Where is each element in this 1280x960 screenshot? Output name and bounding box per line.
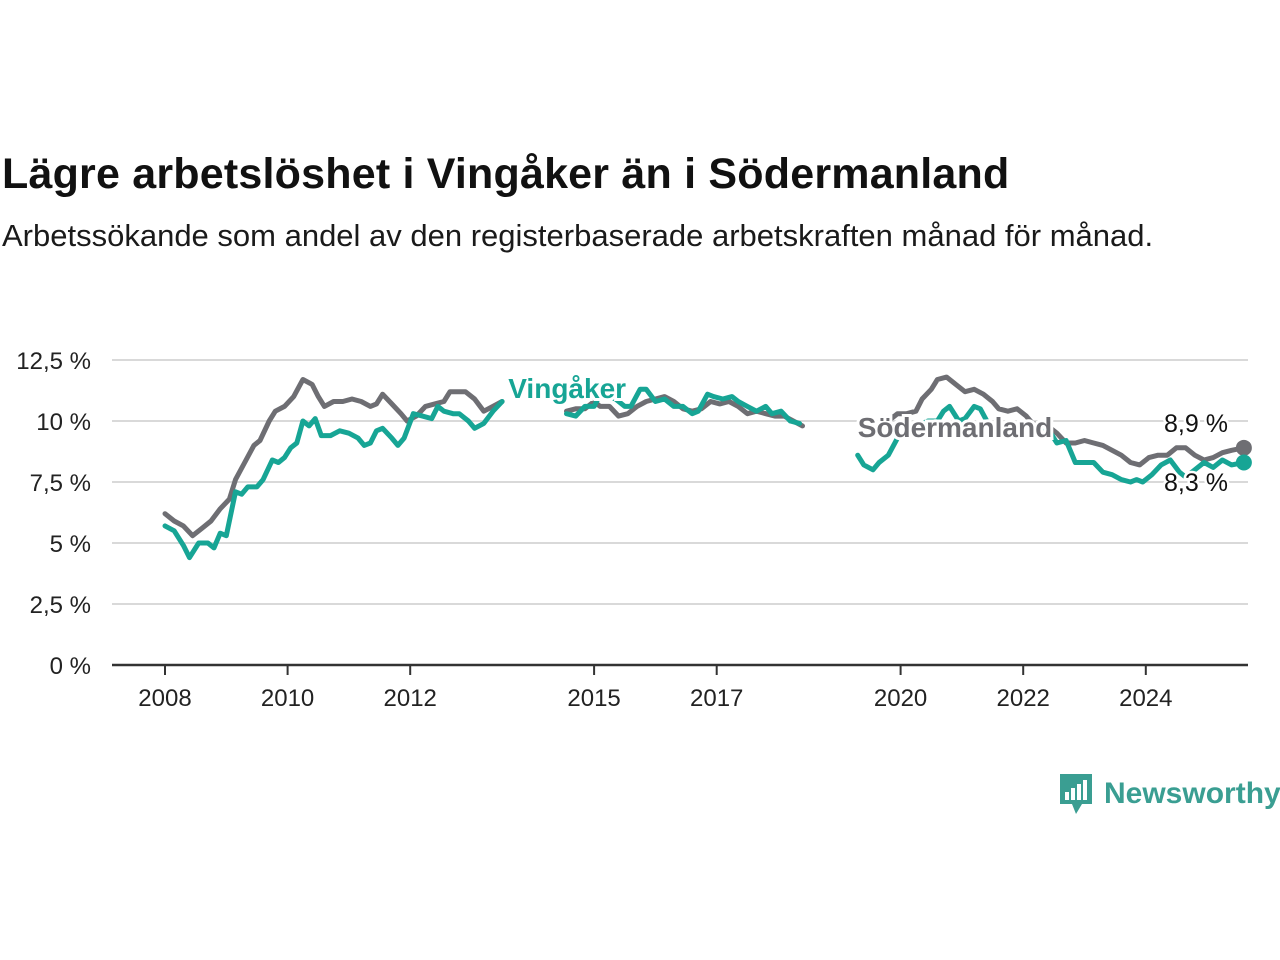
x-tick-label: 2012 <box>384 685 437 712</box>
newsworthy-logo: Newsworthy <box>1058 772 1280 816</box>
y-tick-label: 2,5 % <box>30 592 91 619</box>
chart-title: Lägre arbetslöshet i Vingåker än i Söder… <box>2 150 1010 198</box>
series-line-vingåker <box>162 386 1247 561</box>
series-end-dot-vingåker <box>1235 454 1252 471</box>
series-end-dot-södermanland <box>1235 439 1252 456</box>
x-tick-label: 2024 <box>1119 685 1172 712</box>
y-tick-label: 7,5 % <box>30 470 91 497</box>
y-tick-label: 5 % <box>50 531 91 558</box>
x-tick-label: 2020 <box>874 685 927 712</box>
y-tick-label: 12,5 % <box>16 348 91 375</box>
x-tick-label: 2017 <box>690 685 743 712</box>
y-tick-label: 10 % <box>36 409 91 436</box>
x-tick-label: 2022 <box>997 685 1050 712</box>
chart-subtitle: Arbetssökande som andel av den registerb… <box>2 218 1154 253</box>
end-value-label: 8,3 % <box>1164 469 1228 497</box>
series-label-vingåker: Vingåker <box>508 373 626 404</box>
y-tick-label: 0 % <box>50 653 91 680</box>
series-label-södermanland: Södermanland <box>858 412 1052 443</box>
x-tick-label: 2015 <box>567 685 620 712</box>
logo-text: Newsworthy <box>1104 777 1280 810</box>
bar-chart-speech-icon <box>1060 774 1092 814</box>
x-tick-label: 2010 <box>261 685 314 712</box>
x-tick-label: 2008 <box>138 685 191 712</box>
end-value-label: 8,9 % <box>1164 410 1228 438</box>
